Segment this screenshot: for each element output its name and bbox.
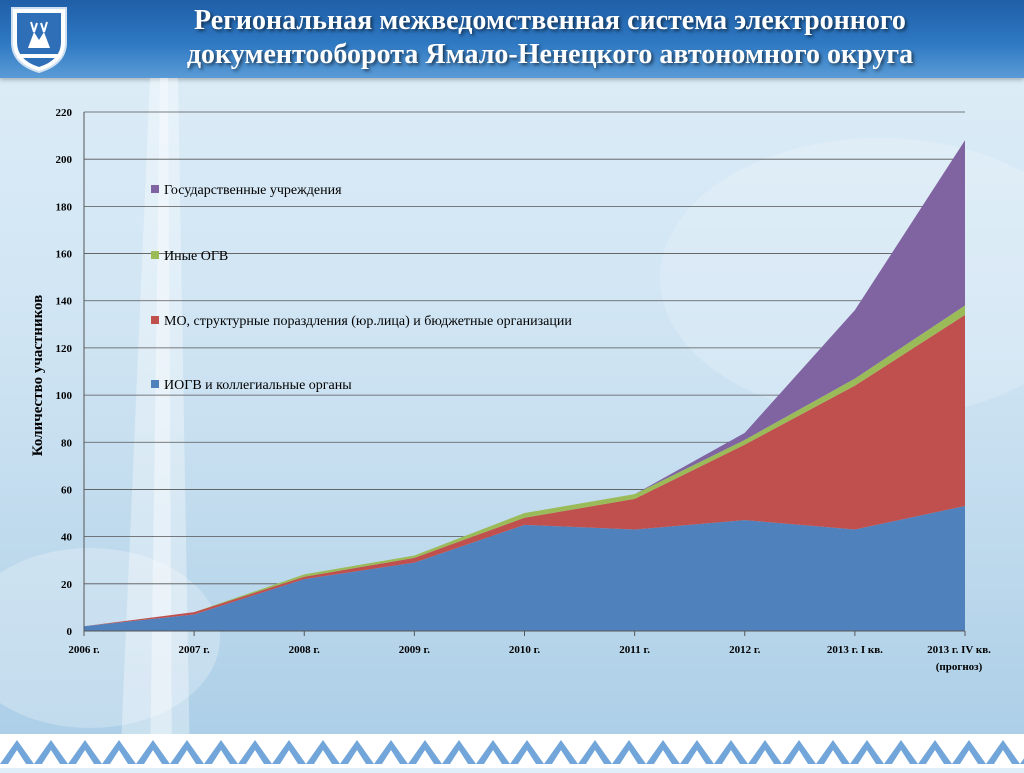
y-tick-label: 220 (56, 107, 73, 119)
area-series-2 (84, 314, 965, 627)
legend-label: Иные ОГВ (164, 249, 228, 264)
y-tick-label: 160 (56, 249, 73, 261)
x-tick-label: 2012 г. (729, 644, 761, 656)
x-tick-label: 2009 г. (399, 644, 431, 656)
area-series-1 (84, 505, 965, 631)
title-line-1: Региональная межведомственная система эл… (194, 5, 906, 36)
y-tick-label: 120 (56, 343, 73, 355)
y-tick-label: 180 (56, 201, 73, 213)
x-tick-label: 2007 г. (178, 644, 210, 656)
title-banner: Региональная межведомственная система эл… (0, 0, 1024, 78)
title-line-2: документооборота Ямало-Ненецкого автоном… (186, 39, 914, 70)
legend-marker (151, 185, 159, 193)
y-tick-label: 140 (56, 296, 73, 308)
legend-marker (151, 380, 159, 388)
legend-label: Государственные учреждения (164, 183, 342, 198)
y-tick-label: 0 (67, 626, 73, 638)
legend-marker (151, 316, 159, 324)
y-axis-title: Количество участников (30, 295, 46, 457)
ornament-border (0, 734, 1024, 768)
legend-marker (151, 251, 159, 259)
y-tick-label: 60 (61, 484, 73, 496)
y-tick-label: 200 (56, 154, 73, 166)
x-tick-label: 2010 г. (509, 644, 541, 656)
y-tick-label: 100 (56, 390, 73, 402)
y-tick-label: 80 (61, 437, 73, 449)
x-tick-label: 2008 г. (289, 644, 321, 656)
x-tick-label: 2013 г. I кв. (827, 644, 883, 656)
x-tick-label: 2011 г. (619, 644, 650, 656)
coat-of-arms-logo (4, 2, 74, 74)
x-tick-label: 2013 г. IV кв. (прогноз) (927, 644, 991, 673)
y-tick-label: 40 (61, 532, 73, 544)
x-tick-label: 2006 г. (68, 644, 100, 656)
page-title: Региональная межведомственная система эл… (80, 4, 1020, 72)
legend-label: МО, структурные пораздления (юр.лица) и … (164, 314, 572, 329)
legend-label: ИОГВ и коллегиальные органы (164, 378, 352, 393)
y-tick-label: 20 (61, 579, 73, 591)
